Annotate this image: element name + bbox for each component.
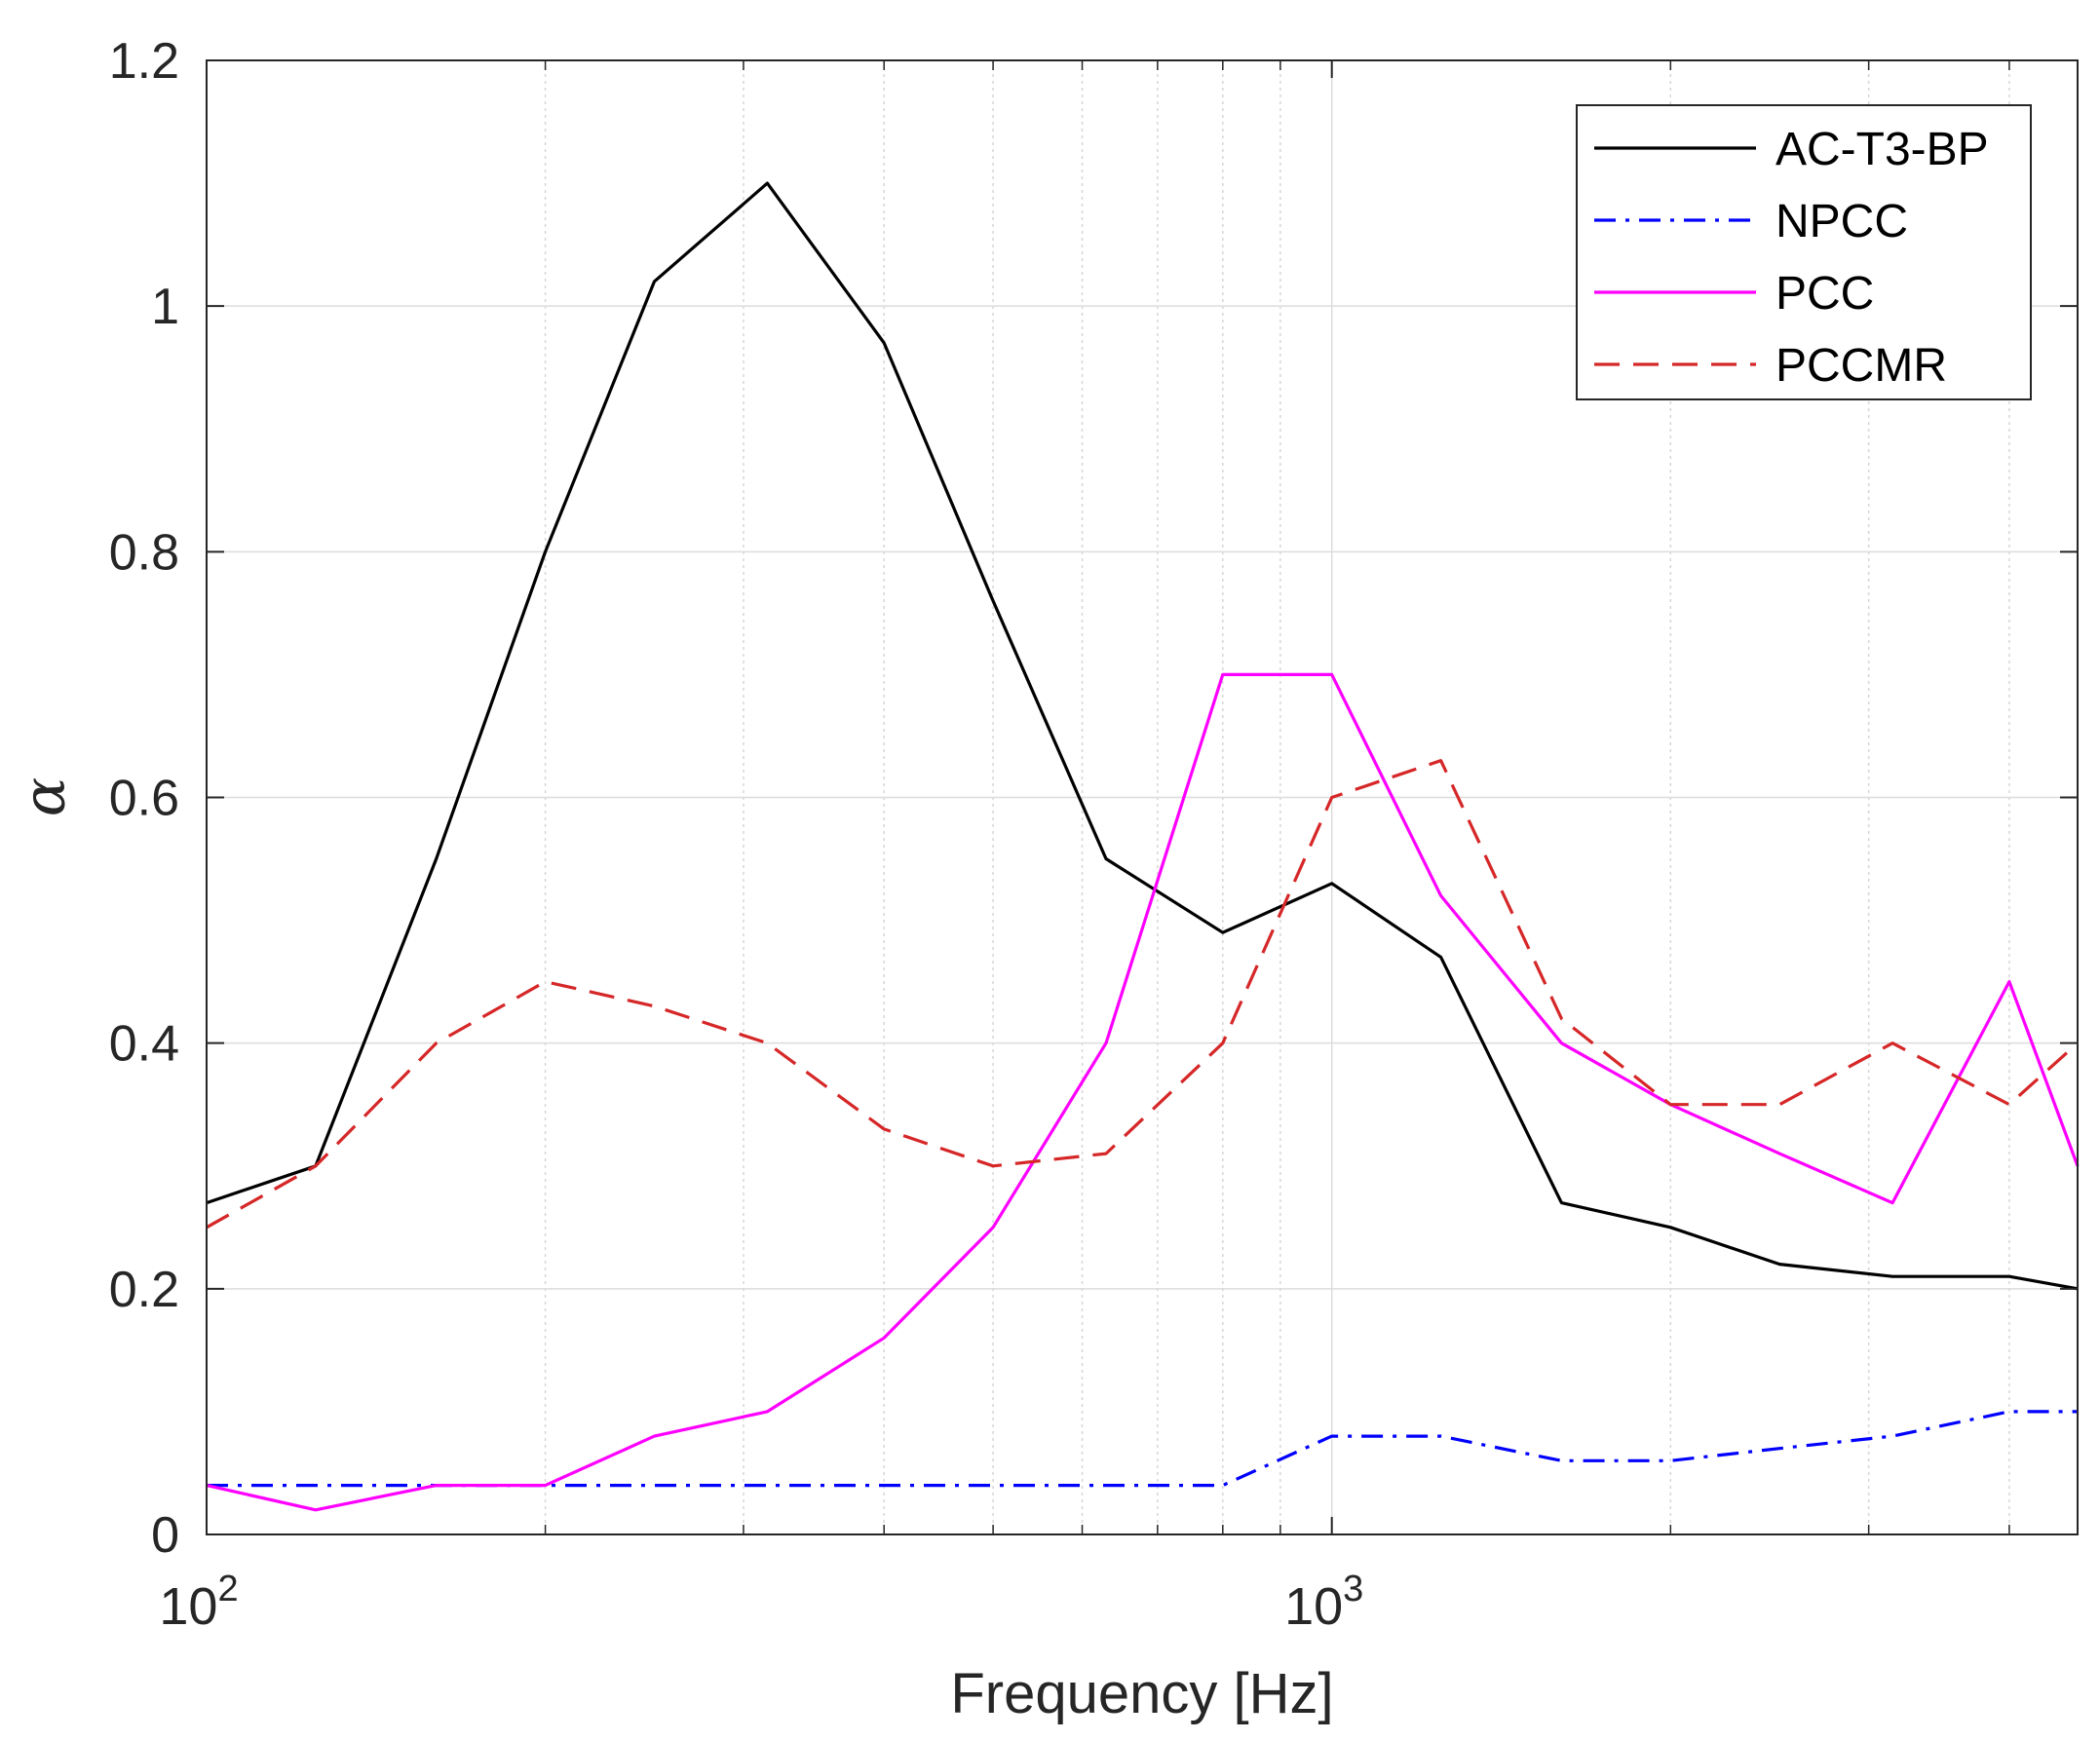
legend-label: NPCC — [1775, 196, 1908, 247]
y-tick-label: 0.2 — [109, 1262, 179, 1318]
y-tick-label: 0 — [151, 1507, 179, 1564]
series-layer — [206, 181, 2080, 1512]
legend-box — [1576, 104, 2032, 400]
legend-label: AC-T3-BP — [1775, 124, 1989, 175]
y-tick-label: 0.6 — [109, 771, 179, 827]
series-line-pccmr — [206, 759, 2080, 1230]
series-line-pcc — [206, 672, 2080, 1512]
legend: AC-T3-BP NPCC PCC PCCMR — [1576, 104, 2032, 400]
x-tick-labels: 102 103 — [159, 1569, 1363, 1636]
legend-label: PCCMR — [1775, 340, 1947, 392]
series-line-ac-t3-bp — [206, 181, 2079, 1291]
x-tick-label: 102 — [159, 1569, 238, 1636]
y-tick-label: 1.2 — [109, 33, 179, 90]
x-axis-label: Frequency [Hz] — [950, 1662, 1333, 1725]
y-tick-labels: 0 0.2 0.4 0.6 0.8 1 1.2 — [109, 33, 179, 1564]
y-tick-label: 0.4 — [109, 1016, 179, 1073]
ticks-layer — [206, 59, 2078, 1535]
y-tick-label: 1 — [151, 279, 179, 335]
legend-label: PCC — [1775, 268, 1874, 320]
y-tick-label: 0.8 — [109, 524, 179, 581]
y-axis-label: α — [11, 777, 79, 817]
x-tick-label: 103 — [1284, 1569, 1363, 1636]
